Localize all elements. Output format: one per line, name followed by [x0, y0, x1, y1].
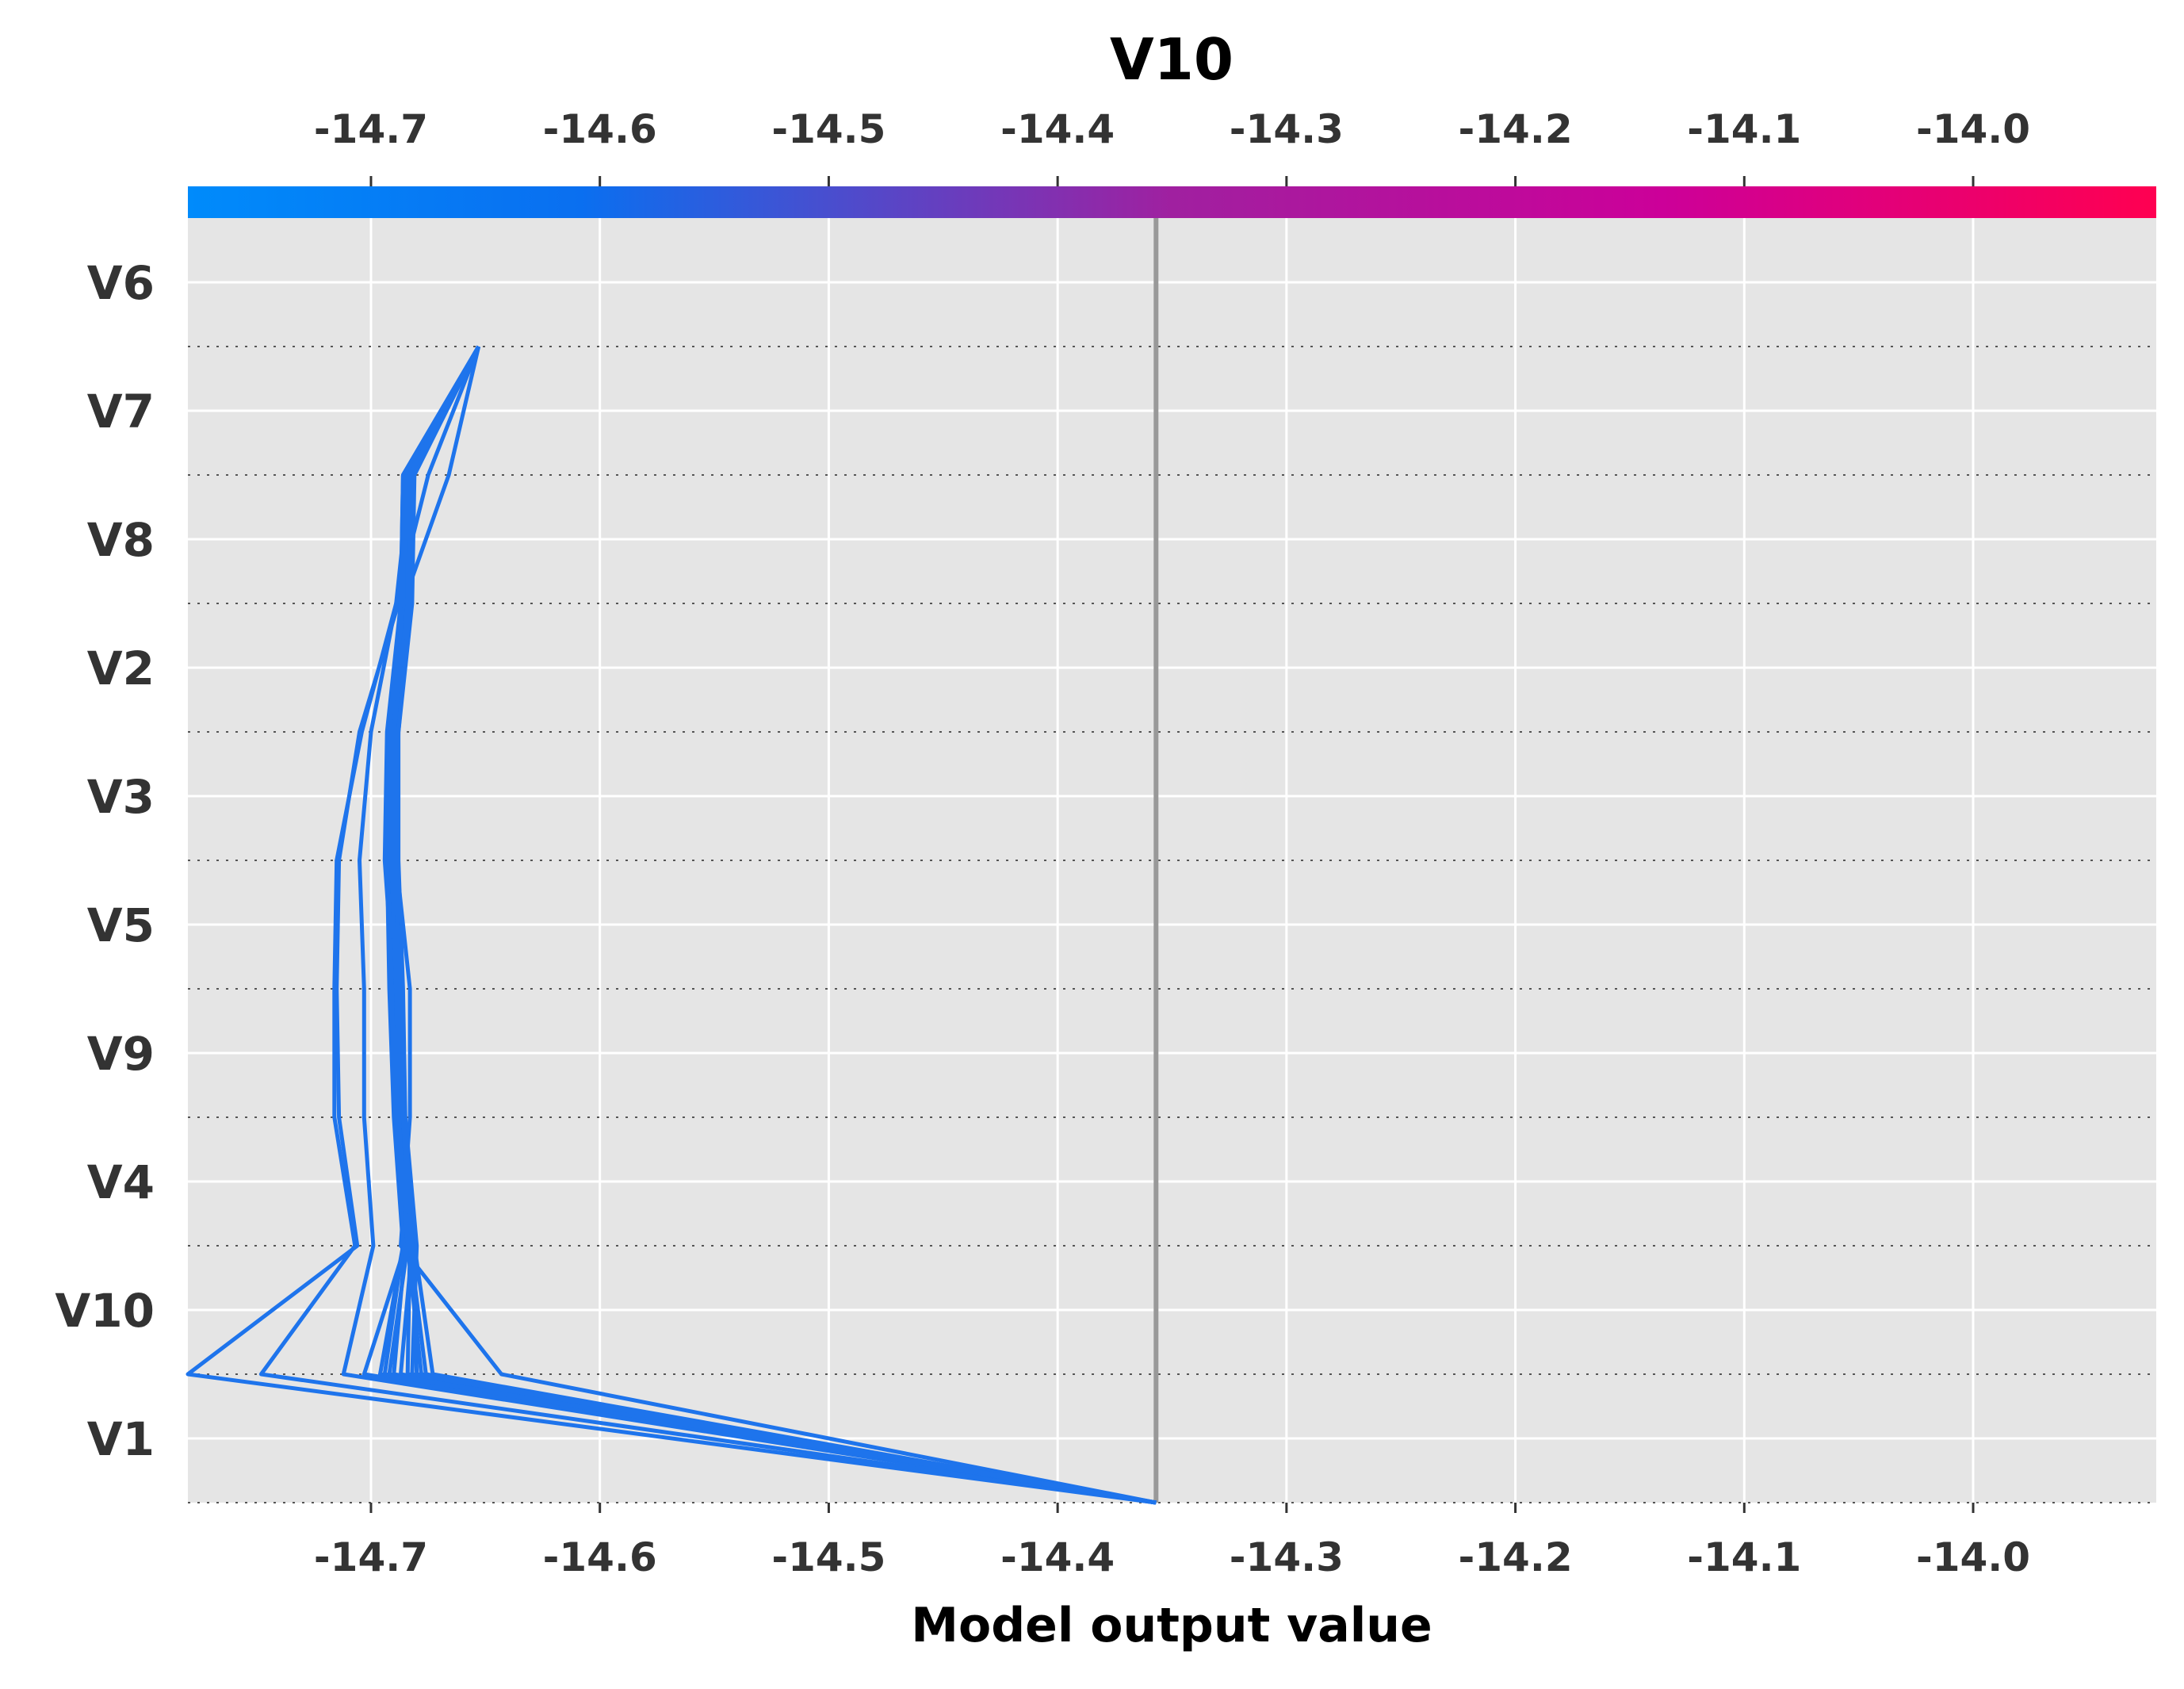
- grid-lines: [188, 218, 2156, 1503]
- bottom-tick-label: -14.6: [543, 1534, 657, 1580]
- tick-labels: -14.7 -14.7 -14.6 -14.6 -14.5 -14.5 -14.4 -14.4…: [314, 106, 2030, 1580]
- chart-title: V10: [1110, 26, 1234, 93]
- top-tick-label: -14.1: [1687, 106, 1801, 152]
- feature-labels: V6 V7 V8 V2 V3 V5 V9 V4 V10 V1: [55, 256, 155, 1466]
- bottom-tick-label: -14.4: [1000, 1534, 1115, 1580]
- feature-label: V2: [87, 642, 155, 695]
- colorbar: [188, 186, 2156, 218]
- plot-background: [188, 218, 2156, 1503]
- x-axis-title: Model output value: [911, 1598, 1432, 1653]
- bottom-tick-label: -14.3: [1230, 1534, 1344, 1580]
- top-tick-label: -14.4: [1000, 106, 1115, 152]
- feature-label: V8: [87, 513, 155, 567]
- top-tick-label: -14.3: [1230, 106, 1344, 152]
- top-tick-label: -14.6: [543, 106, 657, 152]
- feature-label: V5: [87, 898, 155, 952]
- decision-line: [382, 345, 1157, 1505]
- feature-label: V3: [87, 770, 155, 824]
- bottom-tick-label: -14.7: [314, 1534, 428, 1580]
- decision-line: [387, 345, 1157, 1505]
- bottom-tick-label: -14.2: [1459, 1534, 1573, 1580]
- top-tick-label: -14.7: [314, 106, 428, 152]
- feature-label: V7: [87, 385, 155, 439]
- top-tick-label: -14.5: [771, 106, 885, 152]
- feature-label: V10: [55, 1284, 155, 1338]
- bottom-tick-label: -14.5: [771, 1534, 885, 1580]
- decision-line: [394, 345, 1157, 1505]
- top-tick-label: -14.2: [1459, 106, 1573, 152]
- decision-line: [392, 346, 1157, 1505]
- bottom-tick-label: -14.1: [1687, 1534, 1801, 1580]
- top-tick-label: -14.0: [1916, 106, 2030, 152]
- feature-label: V9: [87, 1027, 155, 1081]
- feature-label: V6: [87, 256, 155, 310]
- feature-label: V1: [87, 1412, 155, 1466]
- bottom-tick-label: -14.0: [1916, 1534, 2030, 1580]
- feature-label: V4: [87, 1155, 155, 1209]
- decision-lines: [186, 345, 1157, 1505]
